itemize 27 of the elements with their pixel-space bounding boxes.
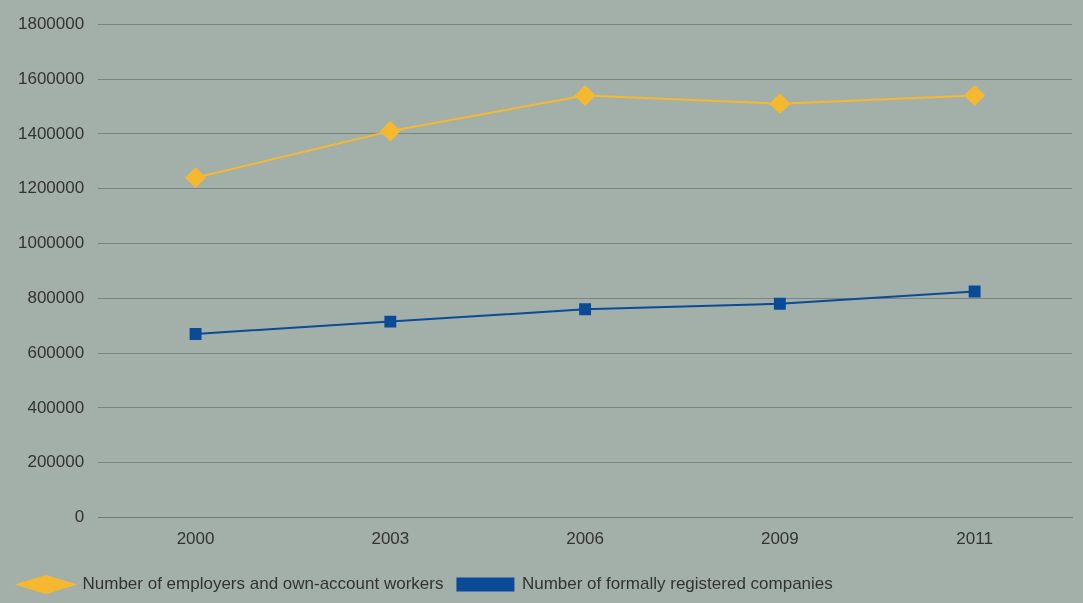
point [185,167,206,188]
point [384,315,397,328]
x-tick-label: 2003 [371,529,410,549]
y-tick-label: 200000 [27,452,85,472]
x-tick-label: 2006 [566,529,605,549]
point [964,85,985,106]
x-tick-label: 2011 [956,529,993,549]
y-tick-label: 1800000 [17,13,85,33]
legend-label: Number of employers and own-account workers [82,574,444,594]
point [968,285,981,298]
point [769,93,790,114]
legend-label: Number of formally registered companies [521,574,833,594]
y-tick-label: 1600000 [17,68,85,88]
point [575,85,596,106]
y-tick-label: 800000 [27,288,85,307]
y-tick-label: 400000 [27,397,85,417]
y-tick-label: 1200000 [17,178,85,198]
point [579,303,592,316]
x-tick-label: 2009 [760,529,799,549]
y-tick-label: 1400000 [17,123,85,143]
y-tick-label: 0 [74,507,85,527]
y-tick-label: 600000 [27,342,85,362]
point [189,328,202,340]
point [380,121,401,142]
point [773,297,786,310]
x-tick-label: 2000 [176,529,215,549]
y-tick-label: 1000000 [17,233,85,253]
